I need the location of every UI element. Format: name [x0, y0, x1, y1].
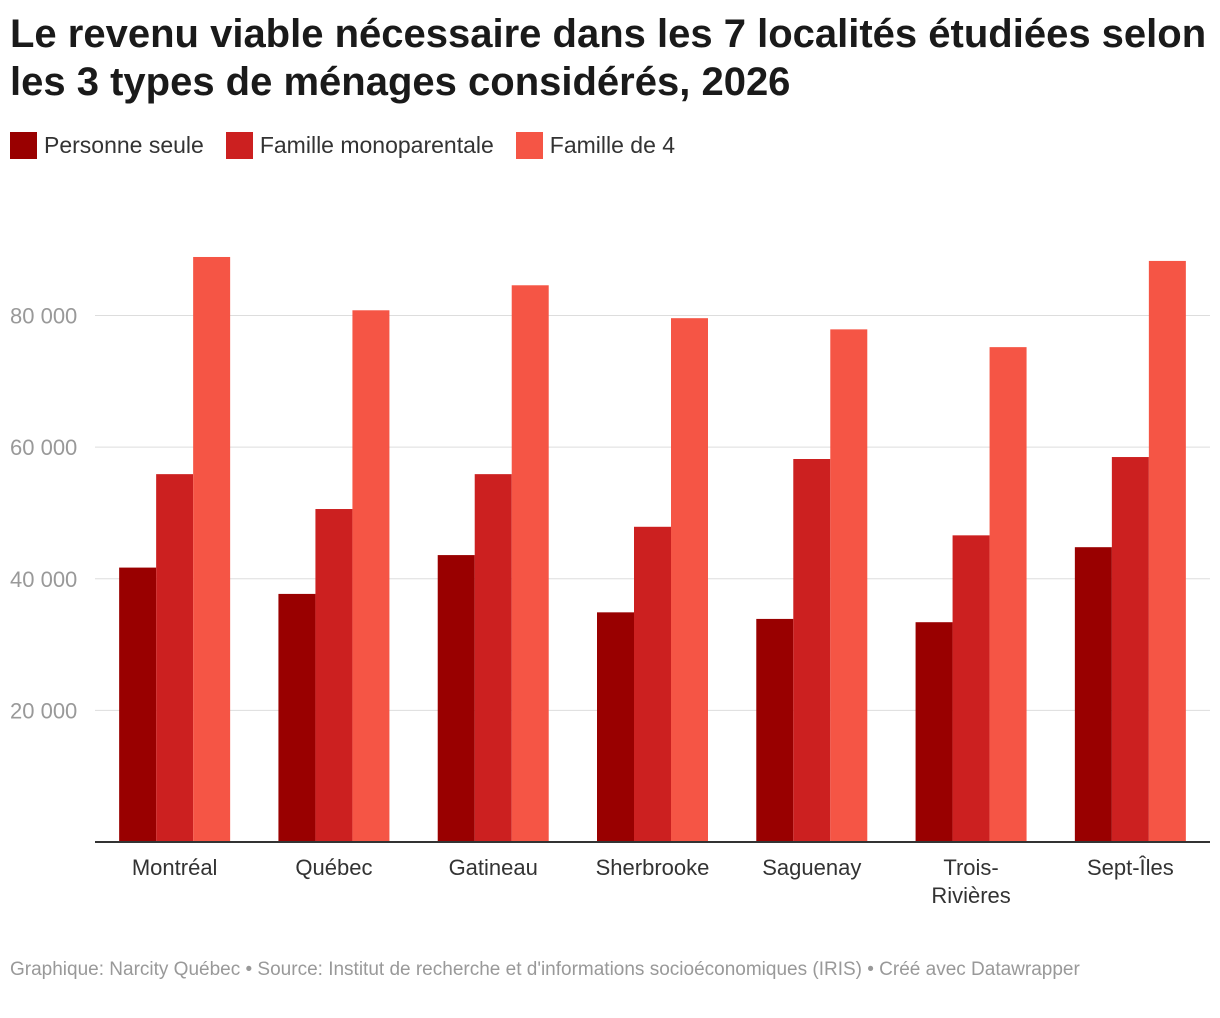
y-tick-label: 80 000 [10, 304, 77, 329]
legend-label-famille-monoparentale: Famille monoparentale [259, 132, 494, 158]
bar [352, 310, 390, 842]
footer-credits: Graphique: Narcity Québec • Source: Inst… [10, 959, 1080, 980]
bar [119, 567, 157, 842]
bar [915, 622, 953, 842]
bar [511, 285, 549, 842]
legend: Personne seule Famille monoparentale Fam… [10, 132, 697, 159]
bar [1148, 260, 1186, 842]
bars [119, 256, 1186, 842]
x-category-label: Québec [295, 855, 372, 880]
legend-item-famille-de-4: Famille de 4 [515, 132, 676, 159]
bar [597, 612, 634, 842]
bar [278, 593, 316, 842]
legend-item-personne-seule: Personne seule [10, 132, 204, 159]
bar [156, 474, 194, 842]
bar [474, 474, 512, 842]
bar-chart: 20 000 40 000 60 000 80 000 Montréal Québec G… [10, 256, 1210, 908]
legend-label-famille-de-4: Famille de 4 [549, 132, 676, 158]
legend-swatch-famille-monoparentale [225, 132, 253, 159]
bar [634, 526, 671, 842]
x-category-label: Sherbrooke [596, 855, 710, 880]
bar [756, 618, 794, 842]
x-category-label: Sept-Îles [1087, 855, 1174, 880]
bar [989, 347, 1027, 842]
bar [315, 509, 353, 842]
bar [793, 459, 831, 842]
x-axis-categories: Montréal Québec Gatineau Sherbrooke Saguenay… [132, 855, 1174, 908]
x-category-label: Montréal [132, 855, 218, 880]
y-tick-label: 20 000 [10, 698, 77, 723]
bar [1074, 547, 1112, 842]
x-category-label: Saguenay [762, 855, 861, 880]
bar [437, 555, 475, 842]
legend-item-famille-monoparentale: Famille monoparentale [225, 132, 494, 159]
x-category-label: Trois-Rivières [931, 855, 1010, 908]
bar [1111, 457, 1149, 842]
y-tick-label: 60 000 [10, 435, 77, 460]
x-category-label: Gatineau [449, 855, 538, 880]
legend-swatch-personne-seule [10, 132, 37, 159]
bar [193, 256, 231, 842]
chart-title: Le revenu viable nécessaire dans les 7 l… [10, 12, 1207, 104]
bar [952, 535, 990, 842]
legend-label-personne-seule: Personne seule [44, 132, 204, 158]
y-tick-label: 40 000 [10, 567, 77, 592]
bar [830, 329, 868, 842]
y-axis-ticks: 20 000 40 000 60 000 80 000 [10, 304, 77, 724]
bar [671, 318, 708, 842]
legend-swatch-famille-de-4 [515, 132, 543, 159]
